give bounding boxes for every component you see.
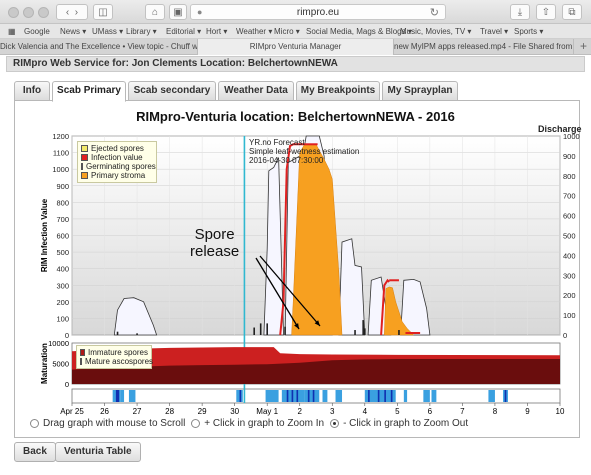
annotation-line: release: [190, 243, 240, 260]
legend-label: Mature ascospores: [85, 357, 154, 366]
y2-axis-label: Discharge: [538, 124, 582, 134]
bookmark-item[interactable]: News ▾: [60, 27, 87, 36]
sidebar-toggle-button[interactable]: ◫: [93, 4, 113, 20]
legend-label: Primary stroma: [91, 171, 146, 180]
forecast-note: YR.no Forecast Simple leaf-wetness estim…: [249, 138, 359, 165]
tab-weather-data[interactable]: Weather Data: [218, 81, 294, 101]
forecast-method: Simple leaf-wetness estimation: [249, 147, 360, 156]
maturation-legend: Immature spores Mature ascospores: [76, 345, 153, 369]
browser-tab-2[interactable]: RIMpro Venturia Manager: [198, 39, 394, 55]
bookmark-item[interactable]: Editorial ▾: [166, 27, 202, 36]
browser-tab-1[interactable]: Dick Valencia and The Excellence • View …: [0, 39, 198, 55]
legend-item: Ejected spores: [81, 144, 153, 153]
tab-scab-secondary[interactable]: Scab secondary: [128, 81, 216, 101]
share-button[interactable]: ⇧: [536, 4, 556, 20]
legend-swatch: [81, 172, 88, 179]
radio-drag-label: Drag graph with mouse to Scroll: [43, 418, 186, 429]
graph-mode-controls: Drag graph with mouse to Scroll + Click …: [30, 418, 468, 429]
bookmark-item[interactable]: Travel ▾: [480, 27, 509, 36]
legend-label: Ejected spores: [91, 144, 144, 153]
tabs-icon: ⧉: [568, 6, 576, 18]
bookmark-item[interactable]: UMass ▾: [92, 27, 124, 36]
legend-item: Mature ascospores: [80, 357, 153, 366]
grid-icon[interactable]: ▦: [8, 27, 16, 36]
radio-drag-scroll[interactable]: [30, 419, 39, 428]
zoom-window-button[interactable]: [38, 7, 49, 18]
bookmark-item[interactable]: Weather ▾: [236, 27, 273, 36]
legend-label: Germinating spores: [86, 162, 156, 171]
tab-my-breakpoints[interactable]: My Breakpoints: [296, 81, 380, 101]
legend-swatch: [81, 154, 88, 161]
venturia-table-button[interactable]: Venturia Table: [55, 442, 141, 462]
legend-item: Primary stroma: [81, 171, 153, 180]
bookmark-item[interactable]: Micro ▾: [274, 27, 300, 36]
bookmark-item[interactable]: Music, Movies, TV ▾: [400, 27, 472, 36]
bookmark-item[interactable]: Library ▾: [126, 27, 157, 36]
legend-item: Immature spores: [80, 348, 148, 357]
browser-tab-label: Dick Valencia and The Excellence • View …: [0, 42, 198, 51]
tab-info[interactable]: Info: [14, 81, 50, 101]
home-button[interactable]: ⌂: [145, 4, 165, 20]
tabs-overview-button[interactable]: ⧉: [562, 4, 582, 20]
browser-titlebar: ‹ › ◫ ⌂ ▣ ● rimpro.eu ↻ ⤓ ⇧ ⧉: [0, 0, 591, 24]
browser-tab-strip: Dick Valencia and The Excellence • View …: [0, 39, 591, 55]
browser-tab-label: RIMpro Venturia Manager: [249, 42, 342, 51]
chart-title: RIMpro-Venturia location: BelchertownNEW…: [136, 109, 455, 124]
legend-item: Germinating spores: [81, 162, 156, 171]
address-text: rimpro.eu: [296, 6, 340, 18]
download-button[interactable]: ⤓: [510, 4, 530, 20]
bookmark-item[interactable]: Google: [24, 27, 50, 36]
annotation-line: Spore: [194, 226, 235, 243]
bookmark-item[interactable]: Sports ▾: [514, 27, 544, 36]
page-header: RIMpro Web Service for: Jon Clements Loc…: [6, 56, 585, 72]
address-bar[interactable]: ● rimpro.eu ↻: [190, 4, 446, 20]
radio-zoom-out[interactable]: [330, 419, 340, 428]
browser-tab-label: new MyIPM apps released.mp4 - File Share…: [394, 42, 574, 51]
legend-item: Infection value: [81, 153, 153, 162]
bookmark-item[interactable]: Hort ▾: [206, 27, 228, 36]
back-button[interactable]: Back: [14, 442, 56, 462]
back-forward-buttons[interactable]: ‹ ›: [56, 4, 88, 20]
browser-tab-3[interactable]: new MyIPM apps released.mp4 - File Share…: [394, 39, 574, 55]
spore-release-annotation: Spore release: [190, 226, 239, 260]
legend-label: Immature spores: [87, 348, 148, 357]
tab-scab-primary[interactable]: Scab Primary: [52, 81, 126, 102]
new-tab-icon[interactable]: +: [579, 39, 587, 53]
chevron-left-icon[interactable]: ‹: [65, 6, 70, 18]
site-icon: ●: [197, 7, 203, 17]
legend-swatch: [80, 358, 82, 365]
lock-icon: ▣: [173, 6, 183, 18]
legend-swatch: [80, 349, 85, 356]
legend-swatch: [81, 163, 83, 170]
privacy-button[interactable]: ▣: [169, 4, 187, 20]
download-icon: ⤓: [517, 6, 523, 18]
legend-label: Infection value: [91, 153, 143, 162]
sidebar-icon: ◫: [98, 6, 108, 18]
close-window-button[interactable]: [8, 7, 19, 18]
legend-swatch: [81, 145, 88, 152]
share-icon: ⇧: [541, 6, 551, 18]
tab-my-sprayplan[interactable]: My Sprayplan: [382, 81, 458, 101]
minimize-window-button[interactable]: [23, 7, 34, 18]
forecast-time: 2016-04-30 07:30:00: [249, 156, 324, 165]
infection-legend: Ejected spores Infection value Germinating…: [77, 141, 157, 183]
reload-icon[interactable]: ↻: [429, 6, 439, 19]
radio-zoom-in[interactable]: [191, 419, 201, 428]
radio-zoom-out-label: - Click in graph to Zoom Out: [343, 418, 469, 429]
bookmark-item[interactable]: Social Media, Mags & Blogs ▾: [306, 27, 412, 36]
home-icon: ⌂: [151, 6, 159, 18]
chevron-right-icon[interactable]: ›: [74, 6, 79, 18]
forecast-source: YR.no Forecast: [249, 138, 305, 147]
radio-zoom-in-label: + Click in graph to Zoom In: [204, 418, 325, 429]
bookmarks-bar: ▦ Google News ▾ UMass ▾ Library ▾ Editorial …: [0, 24, 591, 39]
